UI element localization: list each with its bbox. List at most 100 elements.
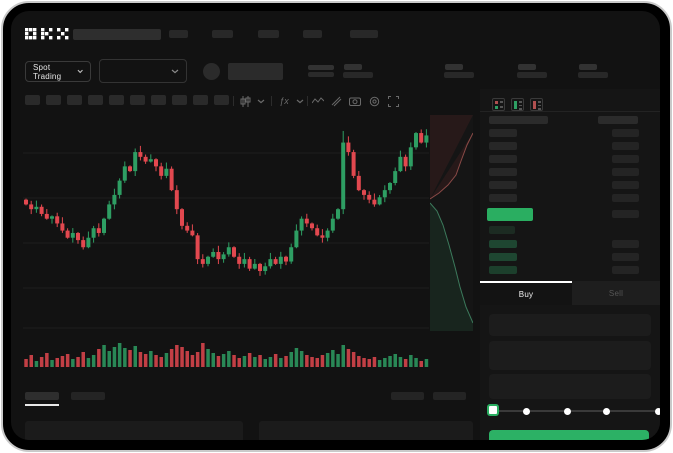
orderbook-ask-row[interactable] — [489, 194, 517, 202]
candle-body — [60, 223, 65, 231]
orderbook-amount-cell — [612, 194, 639, 202]
candle-body — [154, 159, 158, 167]
slider-stop-dot[interactable] — [602, 407, 610, 415]
slider-stop-dot[interactable] — [563, 407, 571, 415]
buy-button[interactable] — [489, 430, 649, 440]
volume-bar — [211, 353, 215, 367]
pair-selector[interactable] — [99, 59, 187, 83]
market-type-selector[interactable]: Spot Trading — [25, 61, 91, 82]
volume-bar — [97, 349, 101, 367]
orders-panel-placeholder — [259, 421, 473, 440]
nav-item-placeholder[interactable] — [212, 30, 233, 38]
depth-chart[interactable] — [430, 115, 473, 331]
nav-item-placeholder[interactable] — [169, 30, 188, 38]
volume-bar — [29, 355, 33, 367]
slider-stop-dot[interactable] — [522, 407, 530, 415]
volume-bar — [403, 359, 408, 367]
candle-body — [169, 168, 174, 191]
orderbook-ask-row[interactable] — [489, 142, 517, 150]
volume-bar — [398, 357, 403, 367]
volume-bar — [81, 352, 85, 367]
orderbook-ask-row[interactable] — [489, 181, 517, 189]
volume-bar — [268, 357, 273, 367]
amount-slider-handle[interactable] — [487, 404, 499, 416]
orderbook-bid-row[interactable] — [489, 253, 517, 261]
order-form-field[interactable] — [489, 374, 651, 399]
slider-stop-dot[interactable] — [654, 407, 660, 415]
amount-slider-track[interactable] — [489, 410, 660, 412]
volume-bar — [195, 352, 200, 367]
orderbook-price-header — [489, 116, 548, 124]
chevron-down-icon[interactable] — [256, 97, 266, 105]
timeframe-placeholder[interactable] — [172, 95, 187, 105]
tab-sell-label: Sell — [608, 288, 624, 298]
draw-icon[interactable] — [329, 95, 343, 107]
tab-sell[interactable]: Sell — [572, 281, 660, 305]
bottom-action-placeholder[interactable] — [433, 392, 466, 400]
timeframe-placeholder[interactable] — [88, 95, 103, 105]
last-price-placeholder — [228, 63, 283, 80]
orderbook-bid-row[interactable] — [489, 266, 517, 274]
book-split-icon[interactable] — [492, 98, 505, 111]
order-form-field[interactable] — [489, 341, 651, 370]
timeframe-placeholder[interactable] — [151, 95, 166, 105]
bottom-tab-placeholder[interactable] — [71, 392, 105, 400]
volume-bar — [112, 347, 117, 367]
orderbook-ask-row[interactable] — [489, 129, 517, 137]
toolbar-divider — [307, 96, 308, 106]
fullscreen-icon[interactable] — [386, 95, 400, 107]
volume-bar — [289, 352, 293, 367]
settings-icon[interactable] — [367, 95, 381, 107]
bottom-tab-active-placeholder[interactable] — [25, 392, 59, 400]
candle-body — [128, 166, 132, 172]
camera-icon[interactable] — [348, 95, 362, 107]
candle-body — [81, 240, 86, 248]
nav-item-placeholder[interactable] — [303, 30, 322, 38]
volume-bar — [331, 350, 335, 367]
volume-bar — [351, 352, 356, 367]
candlestick-chart[interactable] — [23, 113, 429, 369]
candle-body — [351, 152, 356, 176]
timeframe-placeholder[interactable] — [193, 95, 208, 105]
volume-bar — [216, 356, 221, 367]
candle-body — [268, 259, 273, 267]
orderbook-amount-cell — [612, 168, 639, 176]
candle-body — [226, 247, 231, 255]
timeframe-placeholder[interactable] — [109, 95, 124, 105]
last-price-highlight[interactable] — [487, 208, 533, 221]
candle-body — [356, 175, 361, 191]
orderbook-bid-row[interactable] — [489, 240, 517, 248]
candle-body — [221, 254, 226, 260]
candle-body — [299, 218, 304, 231]
nav-item-placeholder[interactable] — [258, 30, 279, 38]
timeframe-placeholder[interactable] — [214, 95, 229, 105]
orderbook-bid-row[interactable] — [489, 226, 515, 234]
order-form-field[interactable] — [489, 314, 651, 336]
line-icon[interactable] — [311, 95, 325, 107]
bottom-action-placeholder[interactable] — [391, 392, 424, 400]
timeframe-placeholder[interactable] — [25, 95, 40, 105]
volume-bar — [341, 345, 345, 367]
candle-body — [237, 256, 242, 264]
volume-bar — [65, 354, 70, 367]
depth-bids-line — [430, 202, 473, 324]
volume-bar — [206, 349, 210, 367]
orderbook-amount-cell — [612, 155, 639, 163]
candles-icon[interactable] — [238, 95, 252, 107]
indicators-icon[interactable]: ƒx — [279, 96, 289, 106]
candle-body — [24, 199, 28, 205]
timeframe-placeholder[interactable] — [130, 95, 145, 105]
chevron-down-icon[interactable] — [295, 97, 305, 105]
volume-bar — [39, 357, 44, 367]
search-placeholder[interactable] — [73, 29, 161, 40]
orderbook-ask-row[interactable] — [489, 155, 517, 163]
timeframe-placeholder[interactable] — [46, 95, 61, 105]
nav-item-placeholder[interactable] — [350, 30, 378, 38]
tab-buy[interactable]: Buy — [480, 281, 572, 305]
timeframe-placeholder[interactable] — [67, 95, 82, 105]
orderbook-amount-cell — [612, 142, 639, 150]
orderbook-ask-row[interactable] — [489, 168, 517, 176]
book-bids-icon[interactable] — [511, 98, 524, 111]
candle-body — [242, 259, 247, 264]
book-asks-icon[interactable] — [530, 98, 543, 111]
